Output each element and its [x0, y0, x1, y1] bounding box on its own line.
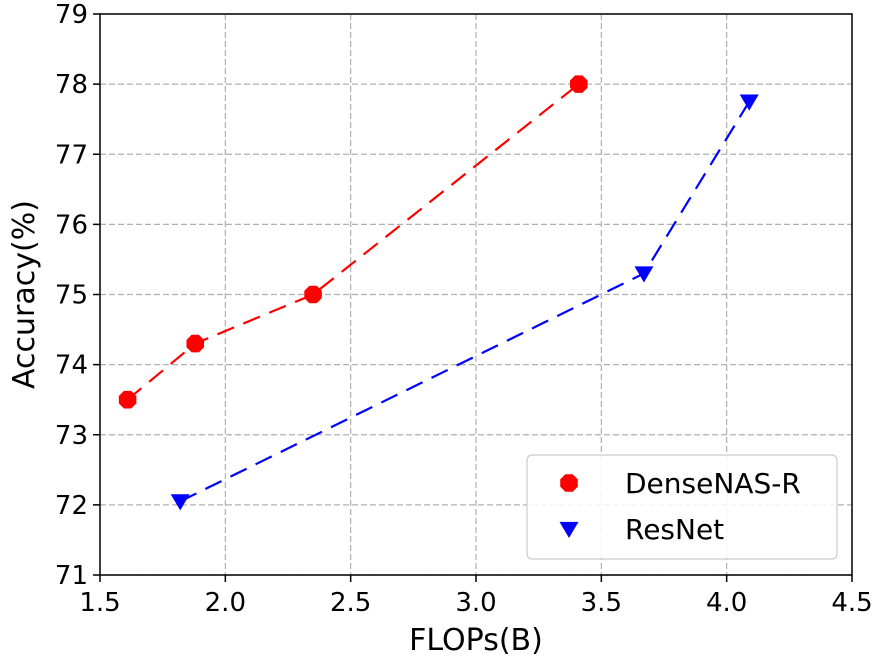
legend-marker-resnet: [559, 521, 579, 539]
densenas-r-point: [186, 334, 205, 353]
y-axis-ticks: 71 72 73 74 75 76 77 78 79: [55, 0, 100, 591]
y-tick-label: 77: [55, 140, 88, 170]
resnet-line: [179, 101, 751, 503]
x-axis-label: FLOPs(B): [409, 623, 543, 658]
densenas-r-line: [126, 83, 580, 401]
legend: DenseNAS-R ResNet: [526, 454, 838, 560]
densenas-r-point: [570, 75, 588, 93]
series-lines: [126, 83, 751, 503]
y-tick-label: 79: [55, 0, 88, 30]
x-tick-label: 2.5: [330, 588, 371, 618]
legend-label-resnet: ResNet: [625, 513, 724, 546]
y-axis-label: Accuracy(%): [7, 200, 42, 389]
x-tick-label: 3.0: [455, 588, 496, 618]
y-tick-label: 78: [55, 70, 88, 100]
y-tick-label: 74: [55, 351, 88, 381]
y-tick-label: 76: [55, 210, 88, 240]
resnet-point: [634, 266, 654, 283]
y-tick-label: 75: [55, 281, 88, 311]
densenas-r-point: [304, 285, 322, 304]
y-tick-label: 71: [55, 561, 88, 591]
x-tick-label: 3.5: [581, 588, 622, 618]
x-axis-ticks: 1.5 2.0 2.5 3.0 3.5 4.0 4.5: [79, 575, 873, 618]
x-tick-label: 4.5: [831, 588, 872, 618]
legend-marker-densenas-r: [560, 474, 578, 492]
legend-label-densenas-r: DenseNAS-R: [625, 467, 801, 500]
x-tick-label: 1.5: [79, 588, 120, 618]
y-tick-label: 73: [55, 421, 88, 451]
legend-box: [526, 454, 838, 560]
resnet-point: [739, 94, 759, 111]
y-tick-label: 72: [55, 491, 88, 521]
resnet-point: [170, 494, 190, 511]
x-tick-label: 2.0: [205, 588, 246, 618]
series-markers: [118, 75, 759, 511]
x-tick-label: 4.0: [706, 588, 747, 618]
densenas-r-point: [118, 390, 137, 409]
